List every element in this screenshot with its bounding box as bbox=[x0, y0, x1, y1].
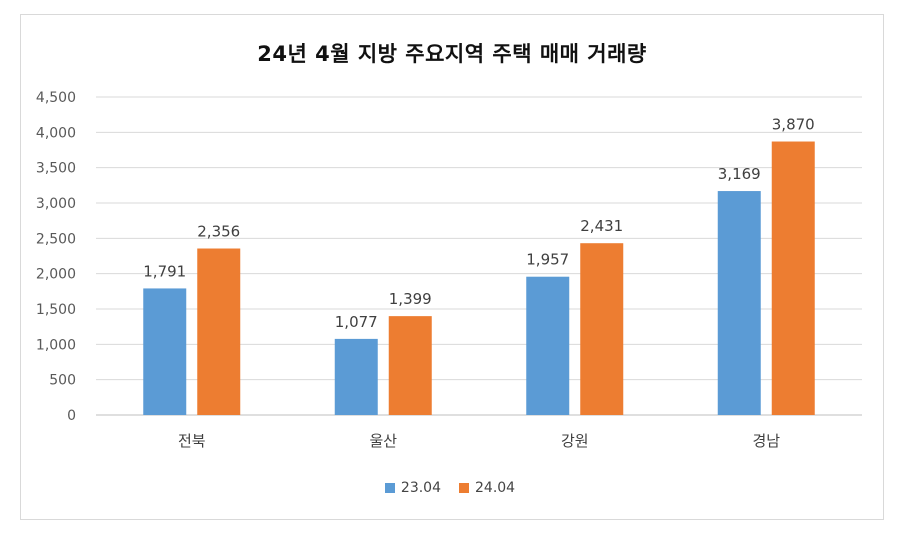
y-tick-label: 3,500 bbox=[36, 161, 76, 177]
bar bbox=[771, 141, 815, 415]
data-label: 2,356 bbox=[197, 223, 240, 241]
bar bbox=[717, 191, 761, 415]
x-tick-label: 경남 bbox=[752, 432, 780, 450]
y-tick-label: 2,500 bbox=[36, 231, 76, 247]
y-tick-label: 2,000 bbox=[36, 267, 76, 283]
data-label: 1,791 bbox=[143, 262, 186, 280]
data-label: 2,431 bbox=[580, 217, 623, 235]
legend-item-series-2: 24.04 bbox=[459, 480, 515, 496]
bar bbox=[143, 288, 187, 415]
data-label: 3,870 bbox=[772, 116, 815, 134]
bar bbox=[197, 248, 241, 415]
x-tick-label: 울산 bbox=[369, 432, 397, 450]
legend-item-series-1: 23.04 bbox=[384, 480, 441, 496]
y-tick-label: 4,000 bbox=[36, 125, 76, 141]
legend-label-series-1: 23.04 bbox=[400, 480, 441, 496]
chart-title: 24년 4월 지방 주요지역 주택 매매 거래량 bbox=[257, 42, 647, 66]
legend-swatch-series-2 bbox=[459, 483, 469, 493]
x-tick-label: 전북 bbox=[178, 432, 206, 450]
bar bbox=[526, 276, 570, 415]
y-tick-label: 4,500 bbox=[36, 90, 76, 106]
bar bbox=[580, 243, 624, 415]
y-tick-label: 1,500 bbox=[36, 302, 76, 318]
legend-label-series-2: 24.04 bbox=[475, 480, 516, 496]
y-tick-label: 3,000 bbox=[36, 196, 76, 212]
data-label: 3,169 bbox=[718, 165, 761, 183]
data-label: 1,957 bbox=[526, 251, 569, 269]
bar bbox=[334, 338, 378, 415]
legend: 23.04 24.04 bbox=[0, 480, 900, 496]
y-tick-label: 0 bbox=[67, 408, 76, 424]
y-tick-label: 1,000 bbox=[36, 337, 76, 353]
x-tick-label: 강원 bbox=[561, 432, 589, 450]
bar bbox=[388, 316, 432, 415]
data-label: 1,077 bbox=[335, 313, 378, 331]
y-tick-label: 500 bbox=[49, 373, 76, 389]
legend-swatch-series-1 bbox=[384, 483, 395, 493]
data-label: 1,399 bbox=[389, 290, 432, 308]
